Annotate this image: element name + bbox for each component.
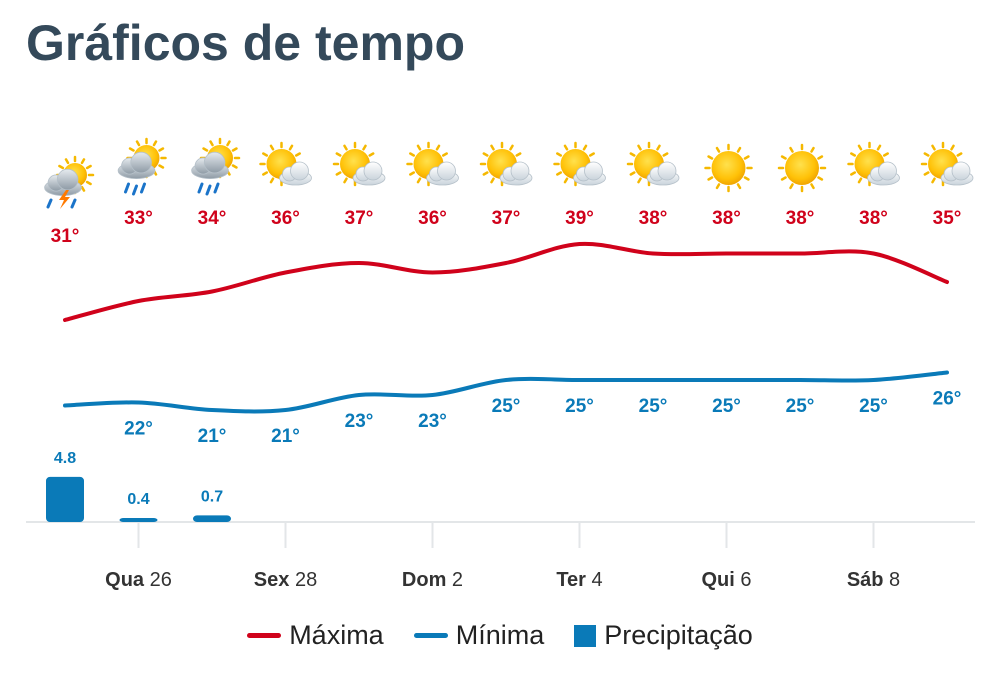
- legend-item-min[interactable]: Mínima: [413, 620, 545, 651]
- max-temp-line[interactable]: [63, 241, 949, 322]
- min-temp-line[interactable]: [63, 370, 949, 414]
- max-temp-label: 39°: [565, 208, 594, 229]
- max-temp-label: 36°: [271, 208, 300, 229]
- legend-swatch-min: [413, 633, 448, 638]
- partly-cloudy-icon: [259, 141, 312, 187]
- partly-cloudy-icon: [847, 141, 900, 187]
- partly-cloudy-icon: [626, 141, 680, 187]
- legend-swatch-precip: [574, 624, 597, 647]
- partly-cloudy-rain-icon: [191, 137, 241, 196]
- max-temp-label: 37°: [492, 208, 521, 229]
- partly-cloudy-rain-icon: [117, 137, 167, 196]
- thunderstorm-icon: [44, 155, 95, 209]
- min-temp-label: 25°: [786, 396, 815, 417]
- max-temp-label: 38°: [786, 208, 815, 229]
- min-temp-label: 23°: [418, 411, 447, 432]
- max-temp-label: 38°: [639, 208, 668, 229]
- legend-swatch-max: [247, 633, 282, 638]
- max-temp-label: 38°: [712, 208, 741, 229]
- min-temp-label: 21°: [198, 426, 227, 447]
- x-tick-label: Dom 2: [402, 569, 463, 591]
- partly-cloudy-icon: [479, 141, 533, 187]
- min-temp-label: 22°: [124, 419, 153, 440]
- precipitation-bar[interactable]: [46, 476, 84, 522]
- x-tick-label: Qua 26: [105, 569, 172, 591]
- partly-cloudy-icon: [920, 141, 974, 187]
- precipitation-label: 4.8: [54, 450, 76, 467]
- min-temp-label: 25°: [565, 396, 594, 417]
- min-temp-label: 21°: [271, 426, 300, 447]
- partly-cloudy-icon: [553, 141, 606, 187]
- min-temp-label: 26°: [933, 389, 962, 410]
- page-title: Gráficos de tempo: [26, 15, 465, 71]
- partly-cloudy-icon: [406, 141, 459, 187]
- chart-legend: Máxima Mínima Precipitação: [0, 620, 1000, 651]
- precipitation-bar[interactable]: [119, 518, 158, 522]
- legend-label-precip: Precipitação: [604, 620, 753, 650]
- max-temp-label: 36°: [418, 208, 447, 229]
- min-temp-label: 25°: [712, 396, 741, 417]
- min-temp-label: 25°: [492, 396, 521, 417]
- min-temp-label: 23°: [345, 411, 374, 432]
- max-temp-label: 37°: [345, 208, 374, 229]
- x-tick-label: Sáb 8: [847, 569, 900, 591]
- max-temp-label: 31°: [51, 226, 80, 247]
- max-temp-label: 33°: [124, 208, 153, 229]
- sun-icon: [777, 143, 827, 193]
- min-temp-label: 25°: [639, 396, 668, 417]
- partly-cloudy-icon: [332, 141, 386, 187]
- precipitation-label: 0.7: [201, 488, 223, 505]
- min-temp-label: 25°: [859, 396, 888, 417]
- sun-icon: [704, 143, 753, 193]
- x-tick-label: Qui 6: [701, 569, 751, 591]
- x-tick-label: Ter 4: [556, 569, 602, 591]
- precipitation-bar[interactable]: [193, 515, 231, 522]
- max-temp-label: 35°: [933, 208, 962, 229]
- legend-label-max: Máxima: [289, 620, 384, 650]
- max-temp-label: 38°: [859, 208, 888, 229]
- legend-label-min: Mínima: [455, 620, 545, 650]
- max-temp-label: 34°: [198, 208, 227, 229]
- x-tick-label: Sex 28: [254, 569, 317, 591]
- legend-item-precip[interactable]: Precipitação: [574, 620, 753, 651]
- precipitation-label: 0.4: [127, 491, 149, 508]
- legend-item-max[interactable]: Máxima: [247, 620, 384, 651]
